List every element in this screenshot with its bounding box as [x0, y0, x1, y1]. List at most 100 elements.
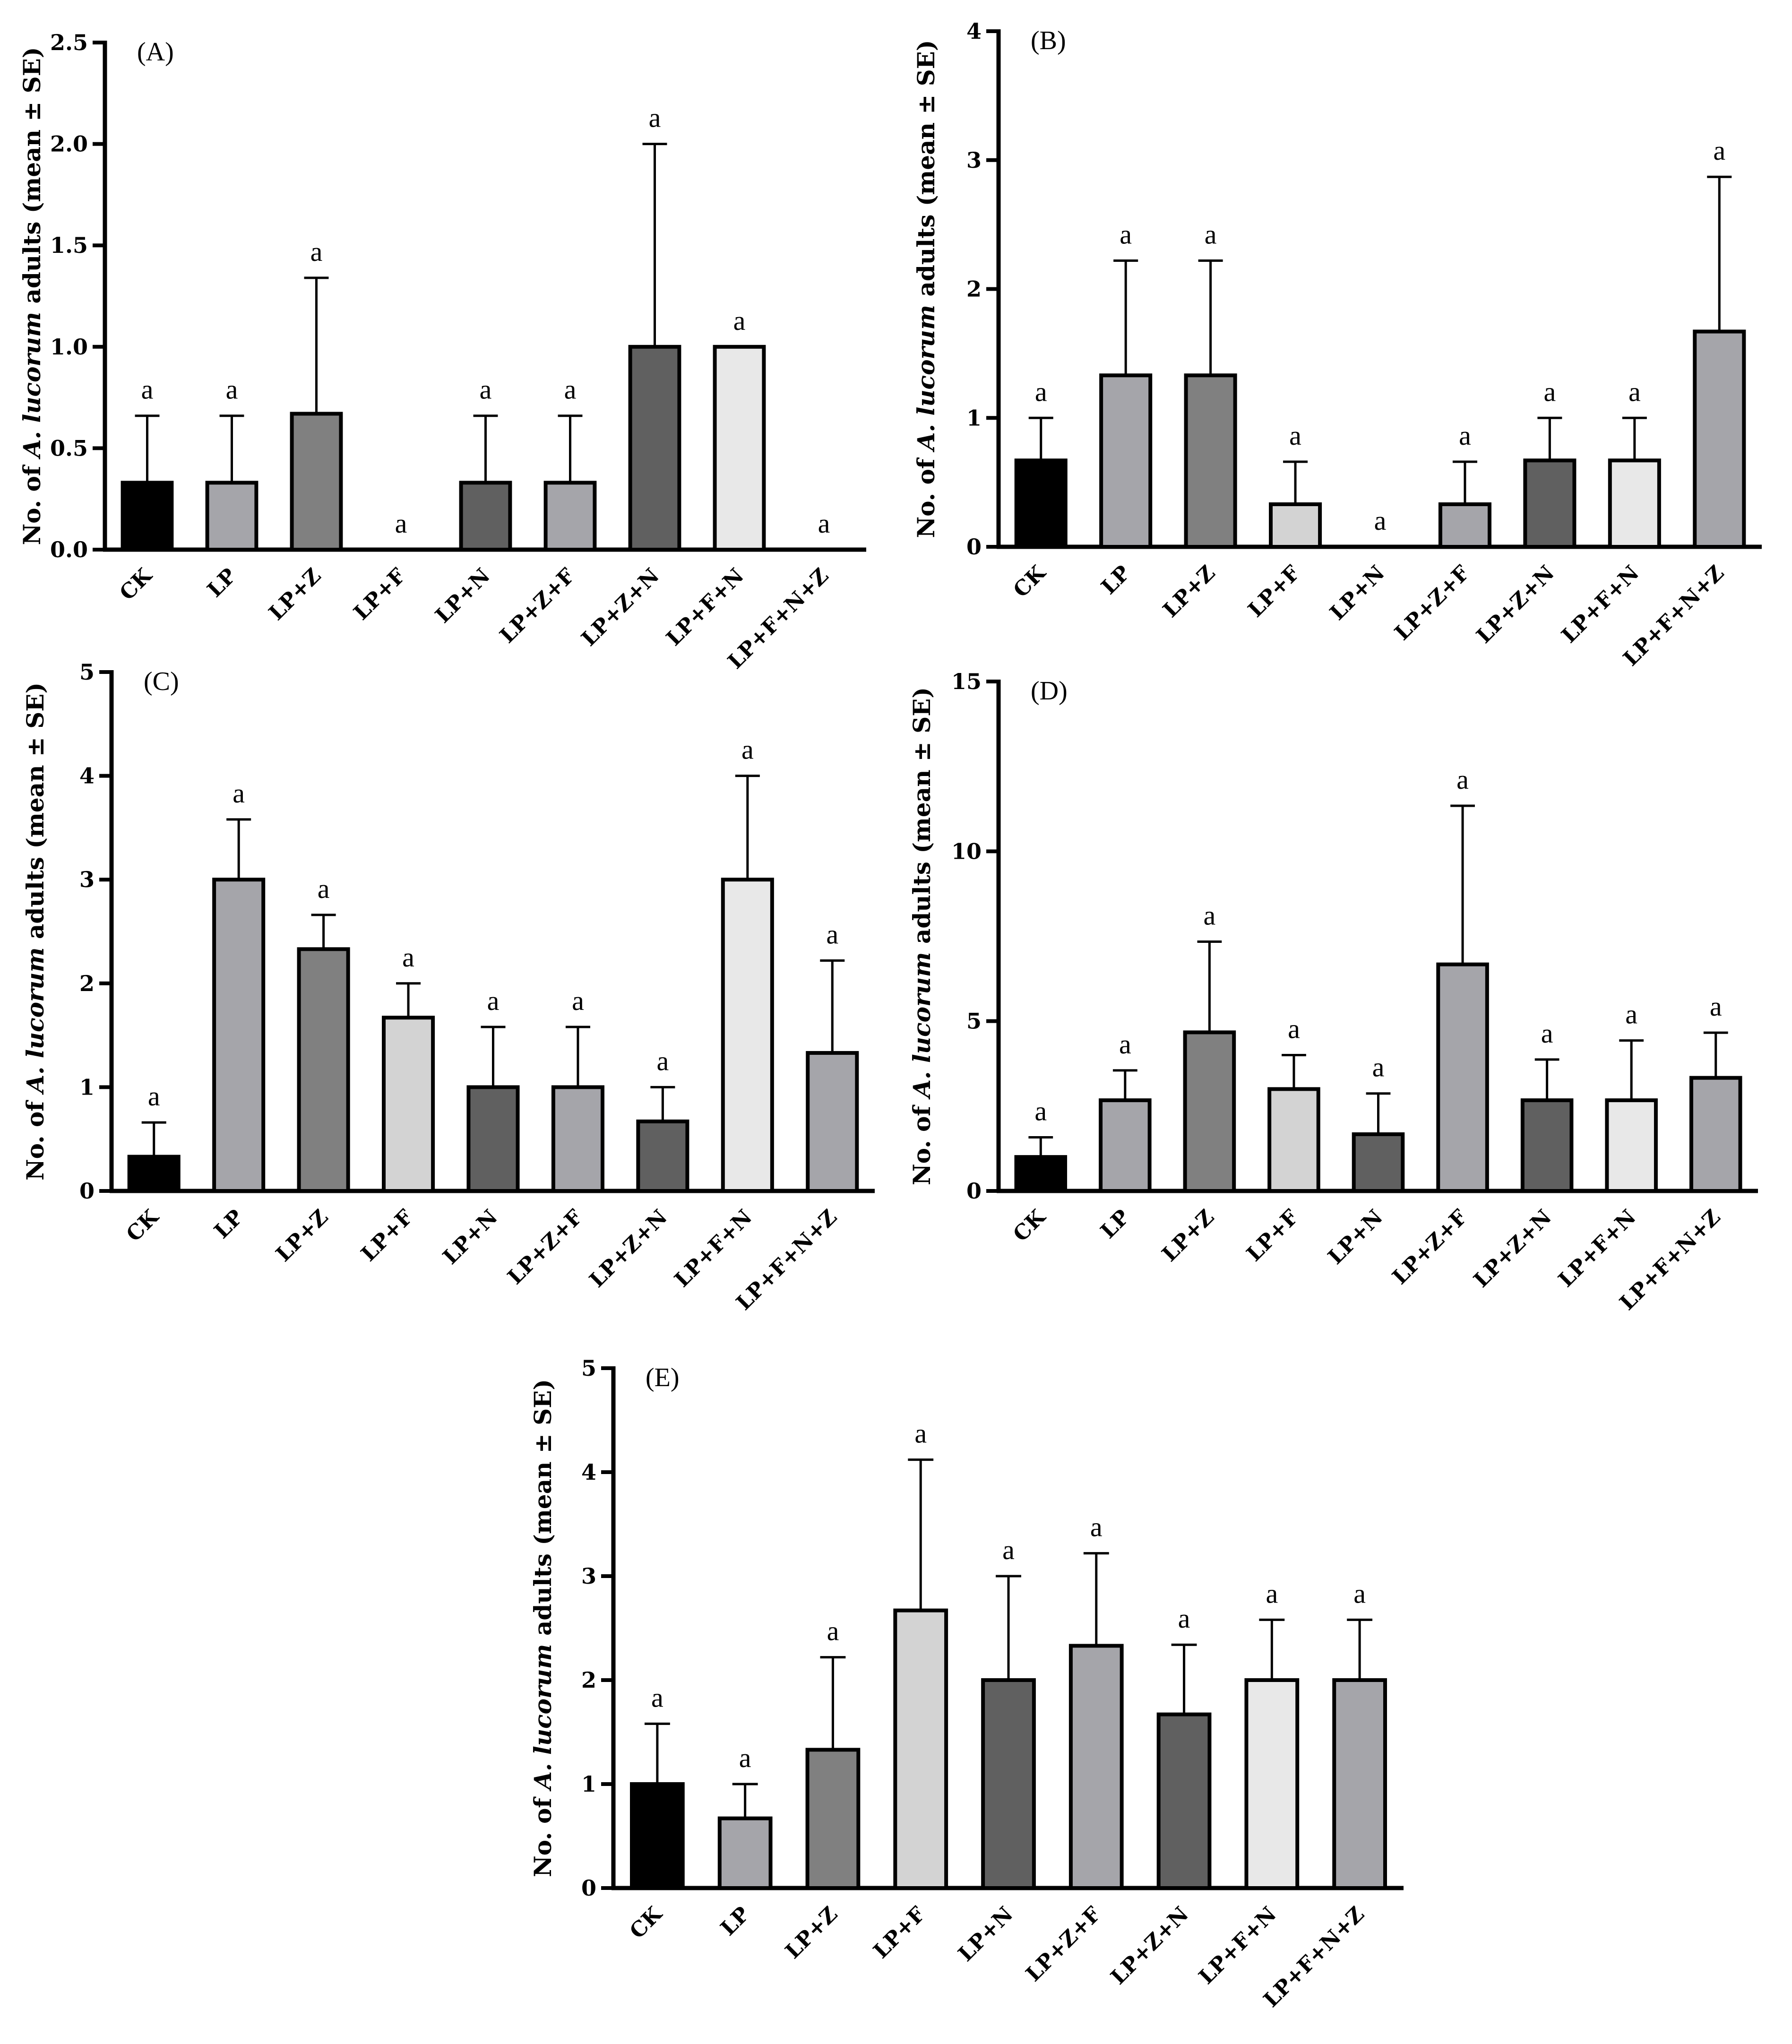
y-tick-label: 3 — [966, 147, 982, 173]
y-tick-label: 0 — [79, 1178, 95, 1204]
bar-lp-n — [459, 481, 512, 552]
bar-lp-z-n — [636, 1119, 689, 1193]
y-axis-label: No. of A. lucorum adults (mean ± SE) — [908, 687, 936, 1185]
significance-letter: a — [480, 374, 492, 405]
x-tick-label: LP+F — [356, 1205, 418, 1267]
bar-lp-z — [290, 412, 343, 552]
y-tick-label: 1 — [966, 405, 982, 431]
bar-lp-f-n — [713, 345, 766, 552]
y-tick-label: 5 — [581, 1355, 596, 1381]
x-tick-label: LP — [716, 1902, 754, 1941]
significance-letter: a — [1204, 900, 1216, 931]
y-tick-label: 2 — [79, 971, 95, 996]
x-tick-label: CK — [1008, 1204, 1051, 1246]
y-tick-label: 0.0 — [50, 537, 88, 562]
significance-letter: a — [818, 508, 830, 539]
bar-lp-z-f — [551, 1085, 604, 1193]
x-tick-label: LP+F — [1242, 1205, 1303, 1267]
x-tick-label: LP+Z — [1157, 1205, 1219, 1267]
significance-letter: a — [1266, 1578, 1278, 1609]
bar-lp-f-n — [721, 878, 774, 1193]
significance-letter: a — [402, 942, 414, 973]
bar-lp — [1099, 1098, 1152, 1193]
significance-letter: a — [1713, 135, 1725, 166]
bar-ck — [127, 1155, 181, 1193]
bar-lp-z-f — [1438, 502, 1491, 549]
significance-letter: a — [1002, 1535, 1015, 1565]
x-tick-label: LP+Z — [264, 564, 326, 625]
panel-b: 0 1 2 3 4 No. of A. lucorum adults (mean ± SE… — [912, 18, 1762, 671]
significance-letter: a — [148, 1081, 160, 1112]
bar-lp-z-f — [1436, 962, 1489, 1193]
x-tick-label: LP — [203, 564, 241, 602]
x-tick-label: LP+Z+N — [1469, 1205, 1557, 1293]
y-tick-label: 5 — [966, 1009, 982, 1034]
panel-c: 0 1 2 3 4 5 No. of A. lucorum adults (mean ± S… — [21, 659, 875, 1315]
bar-lp-f-n — [1244, 1678, 1300, 1890]
significance-letter: a — [1120, 219, 1132, 250]
significance-letter: a — [233, 778, 245, 809]
y-tick-label: 0 — [581, 1875, 596, 1901]
significance-letter: a — [827, 1616, 839, 1647]
y-tick-label: 1 — [79, 1074, 95, 1100]
y-tick-label: 1.0 — [50, 334, 88, 360]
bar-lp-f — [893, 1608, 948, 1890]
x-tick-label: LP+F+N — [670, 1205, 757, 1292]
x-tick-label: LP+Z — [781, 1902, 842, 1964]
significance-letter: a — [1544, 376, 1556, 407]
y-tick-label: 2 — [966, 276, 982, 302]
bar-ck — [121, 481, 174, 552]
significance-letter: a — [826, 919, 838, 949]
significance-letter: a — [1625, 999, 1637, 1030]
significance-letter: a — [1353, 1578, 1366, 1609]
significance-letter: a — [1541, 1018, 1553, 1049]
x-tick-label: LP+Z+N — [1106, 1902, 1194, 1990]
significance-letter: a — [318, 873, 330, 904]
significance-letter: a — [1289, 420, 1301, 451]
bar-lp-z-f — [1068, 1644, 1124, 1890]
x-tick-label: LP+Z+N — [585, 1205, 672, 1293]
bar-lp-n — [981, 1678, 1036, 1890]
significance-letter: a — [1628, 376, 1641, 407]
bar-ck — [1014, 458, 1068, 549]
bar-lp-f-n-z — [1693, 329, 1746, 549]
bar-lp-z-f — [543, 481, 597, 552]
panel-label: (C) — [144, 667, 179, 696]
significance-letter: a — [572, 985, 584, 1016]
panel-label: (D) — [1031, 676, 1068, 706]
x-tick-label: LP — [1097, 561, 1135, 599]
bar-lp-z — [1184, 373, 1237, 549]
y-tick-label: 0.5 — [50, 435, 88, 461]
x-tick-label: LP+N — [1323, 1205, 1387, 1269]
bar-lp — [205, 481, 258, 552]
y-tick-label: 5 — [79, 659, 95, 685]
significance-letter: a — [1035, 376, 1047, 407]
significance-letter: a — [1456, 764, 1469, 795]
x-tick-label: LP+Z+N — [1472, 561, 1559, 648]
x-tick-label: LP+F — [349, 564, 411, 625]
significance-letter: a — [141, 374, 154, 405]
x-tick-label: LP+F — [869, 1902, 930, 1964]
x-tick-label: LP+Z+N — [577, 564, 664, 651]
significance-letter: a — [395, 508, 407, 539]
significance-letter: a — [651, 1682, 663, 1713]
y-tick-label: 10 — [951, 838, 982, 864]
x-tick-label: LP+Z+F — [1021, 1902, 1105, 1986]
y-tick-label: 4 — [581, 1459, 596, 1485]
x-tick-label: LP — [1096, 1205, 1134, 1243]
panel-e: 0 1 2 3 4 5 No. of A. lucorum adults (mean ± S… — [529, 1355, 1404, 2012]
panel-a: 0.0 0.5 1.0 1.5 2.0 2.5No. of A. lucorum adul… — [18, 30, 866, 673]
significance-letter: a — [657, 1045, 669, 1076]
significance-letter: a — [487, 985, 500, 1016]
bar-lp — [1099, 373, 1153, 549]
bar-ck — [1014, 1155, 1068, 1193]
bar-lp-n — [1352, 1132, 1405, 1193]
x-tick-label: LP — [210, 1205, 248, 1243]
x-tick-label: LP+N — [438, 1205, 502, 1269]
bar-lp-f — [1267, 1087, 1320, 1193]
significance-letter: a — [1372, 1052, 1385, 1083]
bar-lp-f-n-z — [806, 1051, 859, 1193]
significance-letter: a — [1090, 1512, 1103, 1543]
y-tick-label: 3 — [581, 1563, 596, 1589]
y-tick-label: 2 — [581, 1667, 596, 1693]
